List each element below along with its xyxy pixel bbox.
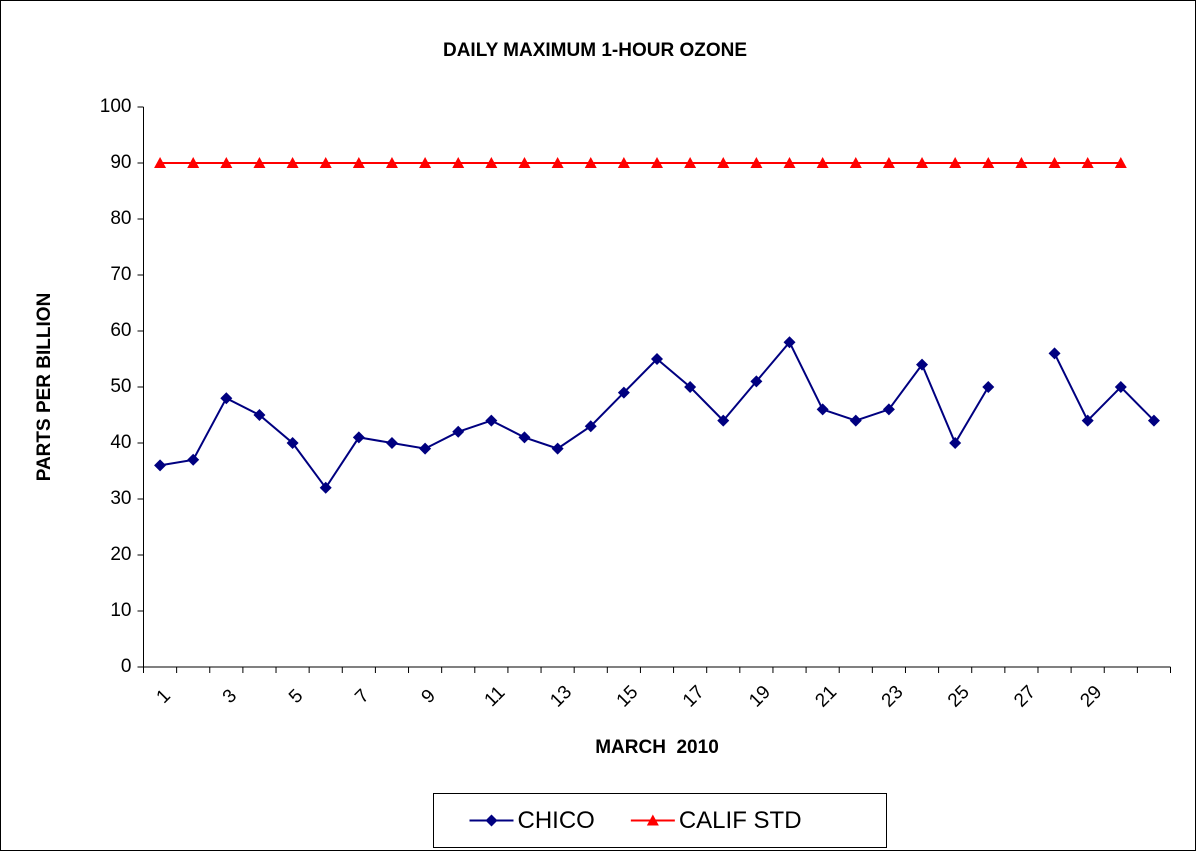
marker — [684, 381, 697, 393]
y-tick-label: 50 — [110, 376, 131, 397]
marker — [1081, 157, 1094, 168]
marker — [419, 442, 432, 455]
marker — [816, 157, 829, 168]
marker — [253, 157, 266, 168]
marker — [1114, 381, 1127, 393]
y-tick-label: 30 — [110, 488, 131, 509]
legend-label: CALIF STD — [679, 807, 802, 834]
marker — [882, 403, 895, 416]
marker — [253, 409, 266, 421]
marker — [551, 157, 564, 168]
y-tick-label: 10 — [110, 600, 131, 621]
marker — [617, 386, 630, 399]
marker — [187, 157, 200, 168]
marker — [485, 414, 498, 427]
marker — [485, 157, 498, 168]
chart-title: DAILY MAXIMUM 1-HOUR OZONE — [443, 40, 747, 61]
marker — [319, 481, 332, 494]
marker — [352, 157, 365, 168]
marker — [646, 814, 659, 826]
legend-label: CHICO — [518, 807, 595, 834]
marker — [684, 157, 697, 168]
marker — [352, 431, 365, 444]
marker — [816, 403, 829, 416]
marker — [1081, 414, 1094, 427]
marker — [286, 157, 299, 168]
marker — [319, 157, 332, 168]
marker — [1147, 414, 1160, 427]
marker — [916, 157, 929, 168]
y-tick-label: 60 — [110, 320, 131, 341]
y-tick-label: 80 — [110, 208, 131, 229]
marker — [286, 437, 299, 449]
marker — [651, 157, 663, 168]
y-tick-label: 20 — [110, 544, 131, 565]
marker — [916, 358, 929, 371]
marker — [385, 157, 398, 168]
marker — [849, 157, 862, 168]
y-tick-label: 0 — [121, 656, 132, 677]
marker — [452, 425, 465, 438]
marker — [617, 157, 630, 168]
marker — [1048, 157, 1061, 168]
marker — [154, 459, 167, 472]
marker — [518, 431, 531, 444]
marker — [452, 157, 465, 168]
y-tick-label: 100 — [100, 96, 132, 117]
marker — [783, 336, 796, 349]
y-axis-label: PARTS PER BILLION — [34, 293, 55, 482]
marker — [982, 381, 995, 393]
marker — [982, 157, 995, 168]
marker — [750, 157, 763, 168]
series-line — [159, 340, 1155, 490]
marker — [419, 157, 432, 168]
marker — [584, 157, 597, 168]
marker — [187, 453, 200, 466]
y-tick-label: 90 — [110, 152, 131, 173]
marker — [1114, 157, 1127, 168]
marker — [949, 437, 962, 449]
marker — [717, 414, 730, 427]
marker — [882, 157, 895, 168]
marker — [485, 814, 498, 827]
marker — [220, 392, 233, 405]
marker — [385, 437, 398, 449]
marker — [717, 157, 730, 168]
marker — [1015, 157, 1028, 168]
marker — [849, 414, 862, 427]
marker — [949, 157, 962, 168]
marker — [750, 375, 763, 388]
marker — [551, 442, 564, 455]
y-tick-label: 70 — [110, 264, 131, 285]
marker — [1048, 347, 1061, 360]
marker — [783, 157, 796, 168]
marker — [584, 420, 597, 433]
y-tick-label: 40 — [110, 432, 131, 453]
marker — [651, 353, 663, 365]
marker — [154, 157, 167, 168]
marker — [220, 157, 233, 168]
marker — [518, 157, 531, 168]
x-axis-label: MARCH 2010 — [595, 737, 719, 758]
